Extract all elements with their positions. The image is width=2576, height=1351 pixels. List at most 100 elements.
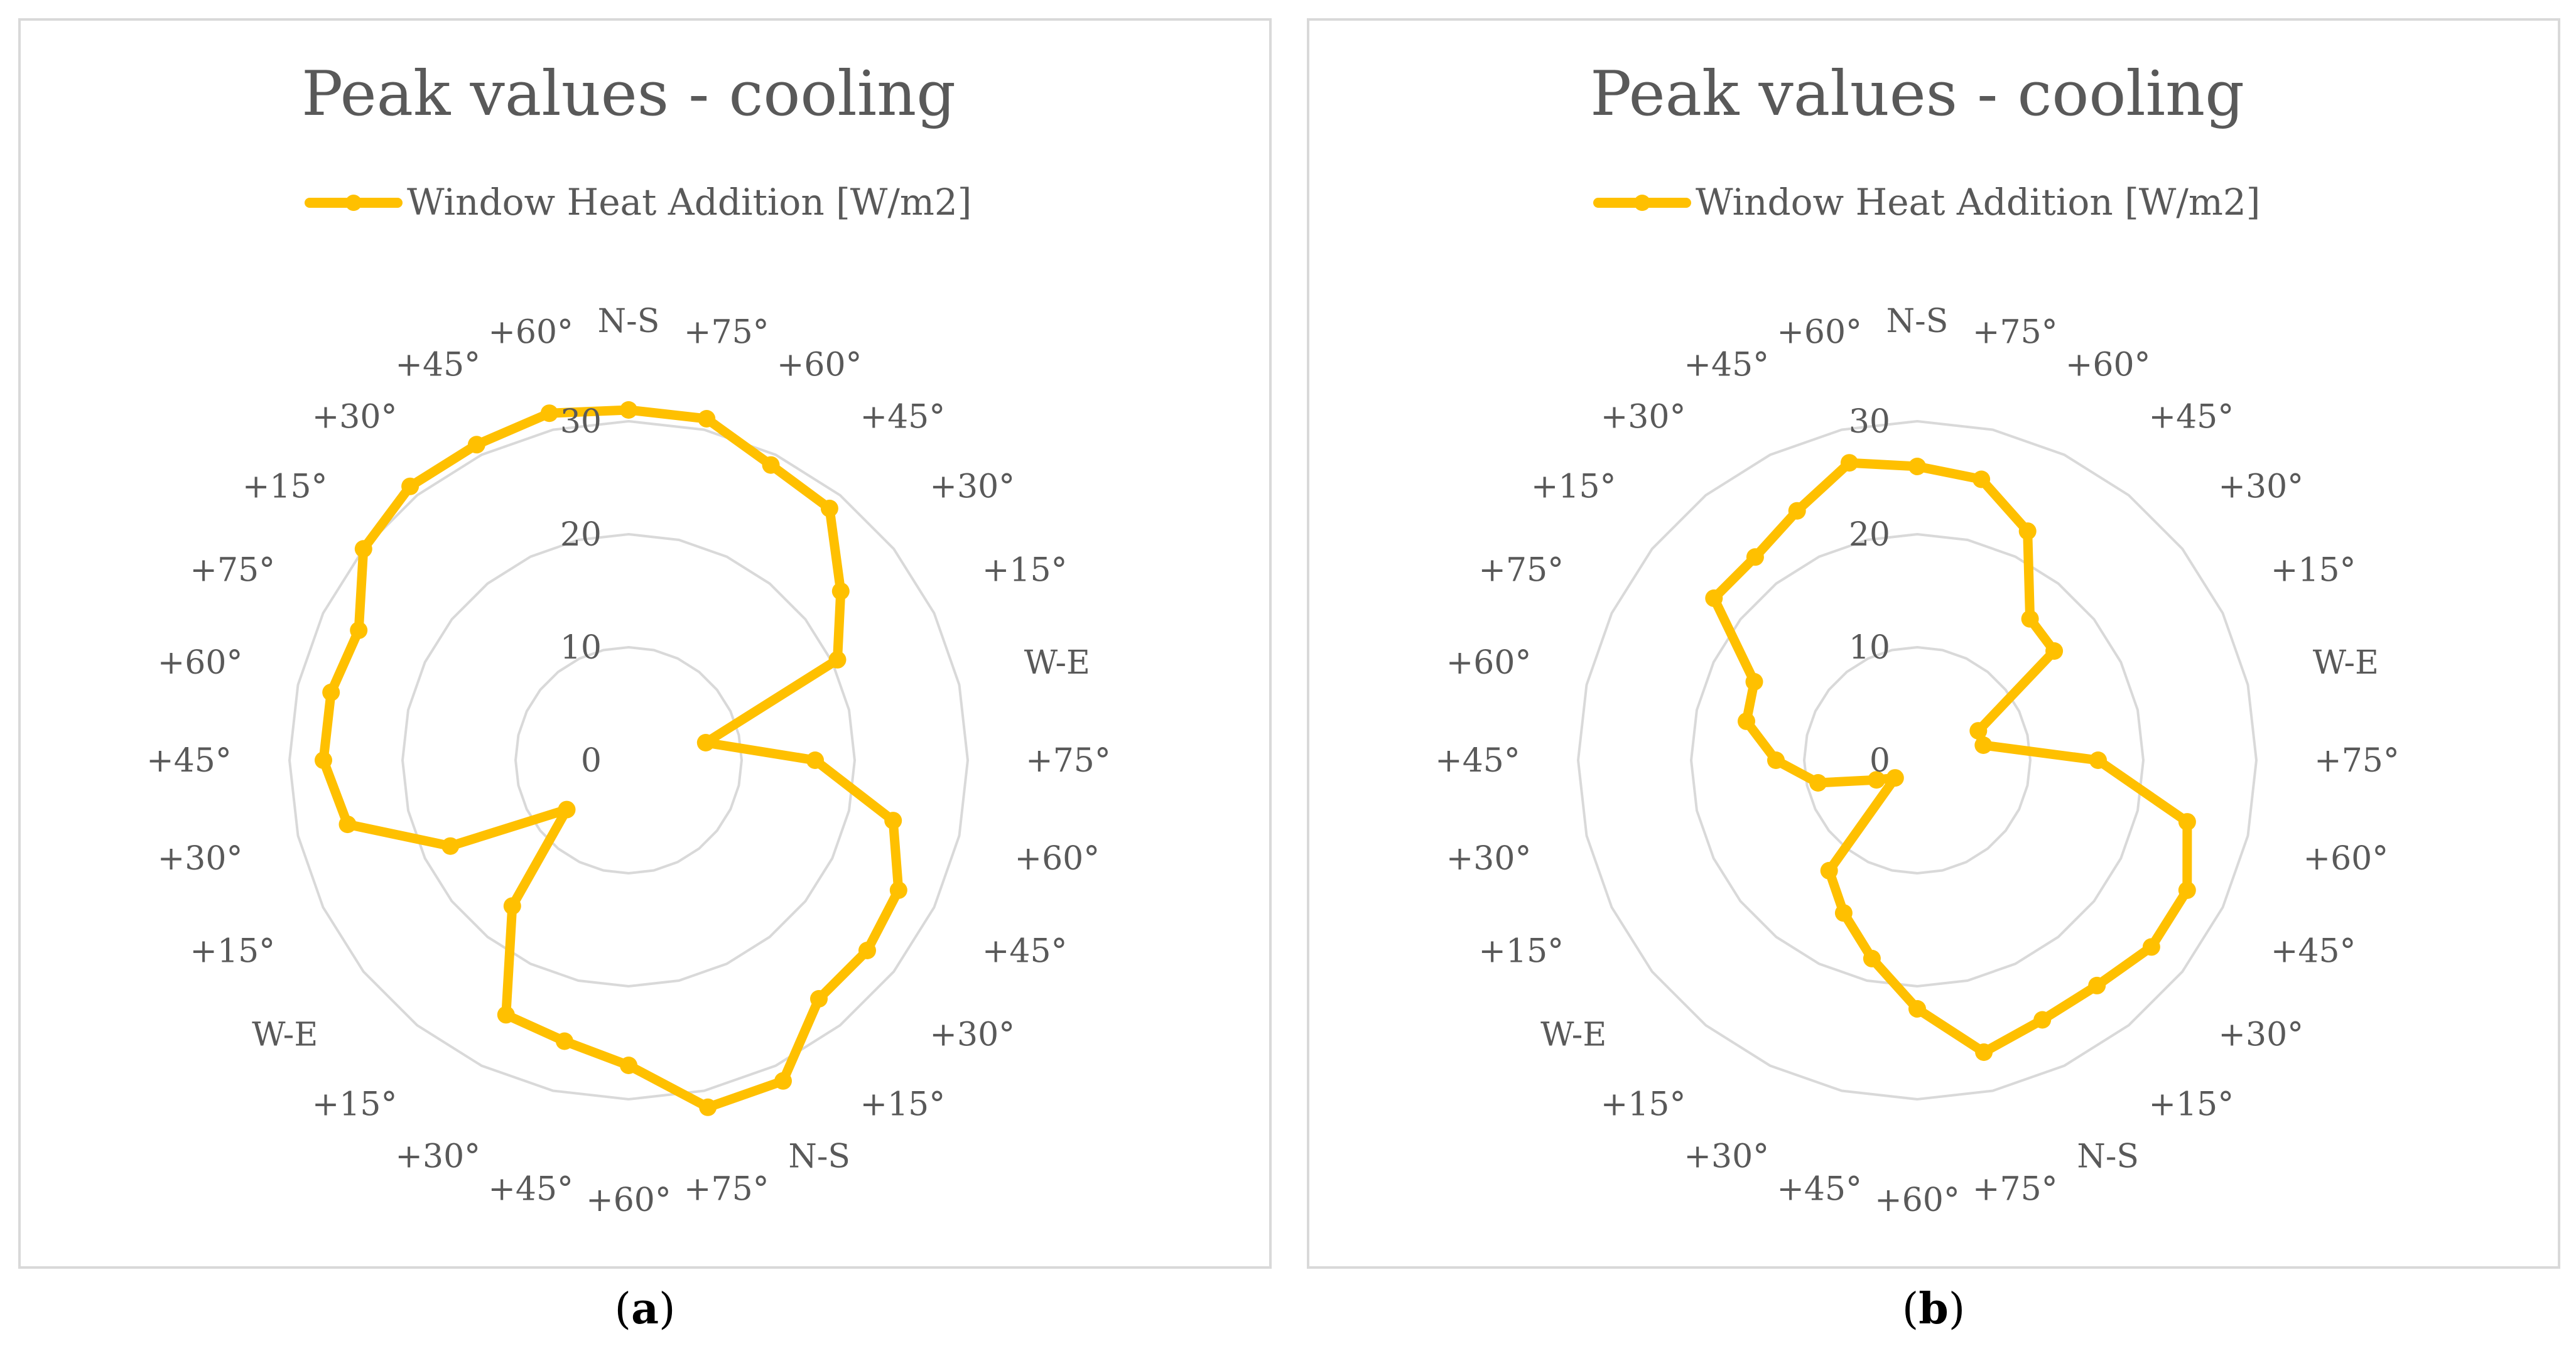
- series-line: [1709, 458, 2192, 1057]
- category-label: +60°: [488, 314, 573, 352]
- data-point: [555, 1032, 573, 1050]
- category-label: +75°: [2314, 742, 2400, 780]
- category-label: N-S: [1886, 303, 1949, 340]
- category-label: +60°: [1777, 314, 1862, 352]
- legend-dot-marker: [345, 195, 362, 211]
- data-point: [1886, 769, 1904, 787]
- data-point: [1969, 722, 1988, 740]
- data-point: [350, 622, 368, 639]
- data-point: [2021, 610, 2039, 628]
- data-point: [1745, 673, 1763, 691]
- category-label: +15°: [860, 1085, 946, 1123]
- category-label: W-E: [1540, 1016, 1606, 1053]
- data-point: [831, 582, 850, 600]
- caption-letter: b: [1918, 1284, 1949, 1334]
- radial-tick-labels: 0 10 20 30: [1849, 403, 1890, 780]
- grid-ring-2: [401, 532, 857, 988]
- category-label: +30°: [395, 1138, 480, 1176]
- category-label: +60°: [1875, 1181, 1960, 1219]
- data-point: [2033, 1011, 2052, 1029]
- data-point: [354, 540, 372, 558]
- data-point: [1705, 589, 1723, 607]
- category-label: +30°: [2218, 1016, 2303, 1053]
- category-label: +15°: [1478, 933, 1564, 971]
- data-point: [620, 1057, 637, 1074]
- tick-label: 0: [1870, 742, 1890, 780]
- category-label: +75°: [1478, 551, 1564, 589]
- data-point: [699, 1098, 717, 1116]
- data-point: [441, 837, 460, 855]
- legend: Window Heat Addition [W/m2]: [1593, 181, 2260, 223]
- series-window-heat-addition: [1705, 454, 2196, 1061]
- category-label: +60°: [586, 1181, 671, 1219]
- category-label: +30°: [1684, 1138, 1769, 1176]
- data-point: [1908, 1000, 1926, 1018]
- category-labels: N-S +75°+60°+45°+30°+15°W-E+75°+60°+45°+3…: [1435, 303, 2400, 1219]
- data-point: [1820, 861, 1838, 880]
- data-point: [2178, 881, 2196, 899]
- tick-label: 20: [560, 516, 602, 554]
- category-label: +15°: [2149, 1085, 2234, 1123]
- category-label: +45°: [1684, 346, 1769, 384]
- figure-caption-b: (b): [1307, 1284, 2560, 1334]
- data-point: [401, 477, 419, 495]
- category-label: +75°: [684, 1170, 769, 1208]
- legend-label: Window Heat Addition [W/m2]: [407, 181, 971, 223]
- category-label: +45°: [2149, 399, 2234, 436]
- data-point: [1973, 470, 1991, 488]
- category-label: +30°: [158, 840, 243, 878]
- category-label: +60°: [1446, 644, 1532, 682]
- data-point: [2045, 642, 2064, 660]
- category-label: +30°: [2218, 468, 2303, 506]
- category-label: N-S: [788, 1138, 850, 1176]
- category-label: +45°: [395, 346, 480, 384]
- category-label: +45°: [982, 933, 1068, 971]
- caption-open: (: [614, 1284, 631, 1334]
- category-label: +15°: [1531, 468, 1616, 506]
- figure-caption-a: (a): [18, 1284, 1272, 1334]
- category-label: +75°: [684, 314, 769, 352]
- data-point: [497, 1006, 515, 1024]
- category-labels: N-S +75°+60°+45°+30°+15°W-E+75°+60°+45°+3…: [146, 303, 1111, 1219]
- data-point: [810, 990, 828, 1008]
- category-label: +30°: [1446, 840, 1532, 878]
- category-label: +45°: [1777, 1170, 1862, 1208]
- grid-ring-3: [1576, 419, 2258, 1101]
- category-label: +15°: [190, 933, 275, 971]
- data-point: [2089, 751, 2107, 769]
- data-point: [828, 650, 847, 669]
- data-point: [467, 436, 485, 454]
- tick-label: 10: [1849, 629, 1890, 667]
- data-point: [698, 410, 716, 428]
- category-label: +45°: [2271, 933, 2356, 971]
- data-point: [1834, 904, 1853, 922]
- data-point: [858, 942, 876, 959]
- category-label: +60°: [2303, 840, 2389, 878]
- data-point: [696, 734, 715, 751]
- category-label: +60°: [158, 644, 243, 682]
- category-label: +30°: [929, 468, 1015, 506]
- category-label: +45°: [1435, 742, 1520, 780]
- tick-label: 10: [560, 629, 602, 667]
- radial-tick-labels: 0 10 20 30: [560, 403, 602, 780]
- category-label: +75°: [1973, 1170, 2058, 1208]
- data-point: [1840, 454, 1858, 472]
- category-label: N-S: [2077, 1138, 2139, 1176]
- tick-label: 30: [560, 403, 602, 441]
- category-label: +15°: [2271, 551, 2356, 589]
- category-label: +60°: [777, 346, 862, 384]
- radar-grid: [1576, 419, 2258, 1101]
- category-label: +45°: [860, 399, 946, 436]
- data-point: [1788, 502, 1806, 520]
- chart-panel-b: Peak values - cooling Window Heat Additi…: [1307, 18, 2560, 1269]
- category-label: +15°: [982, 551, 1068, 589]
- radar-grid: [288, 419, 970, 1101]
- data-point: [558, 800, 576, 819]
- data-point: [2178, 813, 2196, 831]
- category-label: +45°: [146, 742, 232, 780]
- data-point: [889, 881, 907, 899]
- legend-label: Window Heat Addition [W/m2]: [1696, 181, 2260, 223]
- category-label: +60°: [1015, 840, 1100, 878]
- tick-label: 30: [1849, 403, 1890, 441]
- data-point: [1738, 712, 1755, 730]
